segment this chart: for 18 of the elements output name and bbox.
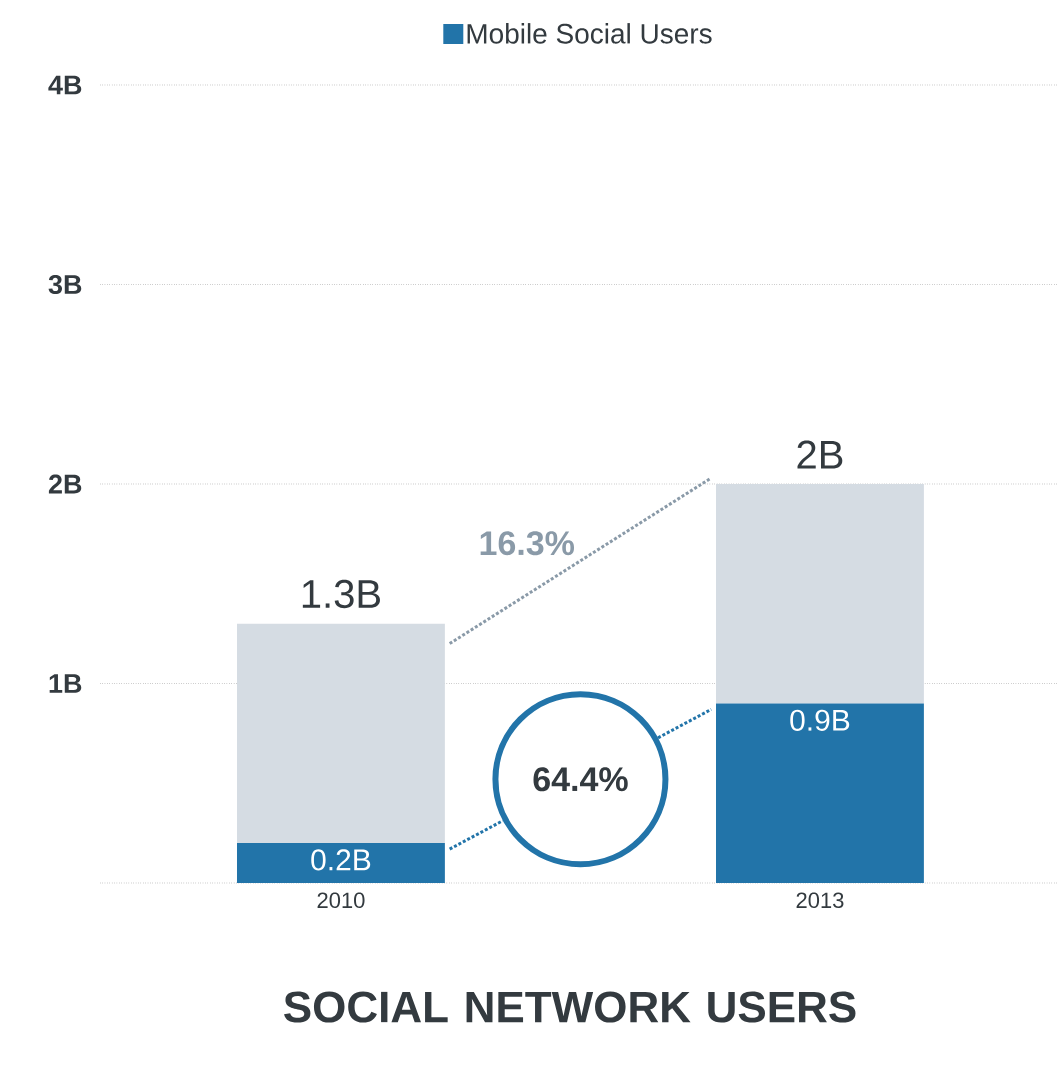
y-tick-label: 2B	[48, 474, 82, 494]
y-tick-label: 1B	[49, 674, 82, 693]
text: SOCIAL NETWORK USERS	[284, 991, 856, 1023]
bar	[237, 843, 445, 883]
annotation: 64.4%	[533, 767, 628, 792]
total-label: 2B	[797, 440, 843, 469]
annotation: 16.3%	[480, 531, 575, 556]
data-label: 0.9B	[790, 709, 850, 731]
x-tick-label: 2010	[317, 892, 365, 909]
total-label: 1.3B	[302, 579, 380, 609]
bar	[716, 484, 924, 704]
data-label: 0.2B	[311, 849, 371, 871]
bar	[716, 703, 924, 883]
bar	[237, 623, 445, 844]
y-tick-label: 4B	[48, 75, 82, 95]
y-tick-label: 3B	[48, 274, 82, 295]
x-tick-label: 2013	[796, 892, 844, 909]
legend-label: Mobile Social Users	[467, 23, 712, 44]
